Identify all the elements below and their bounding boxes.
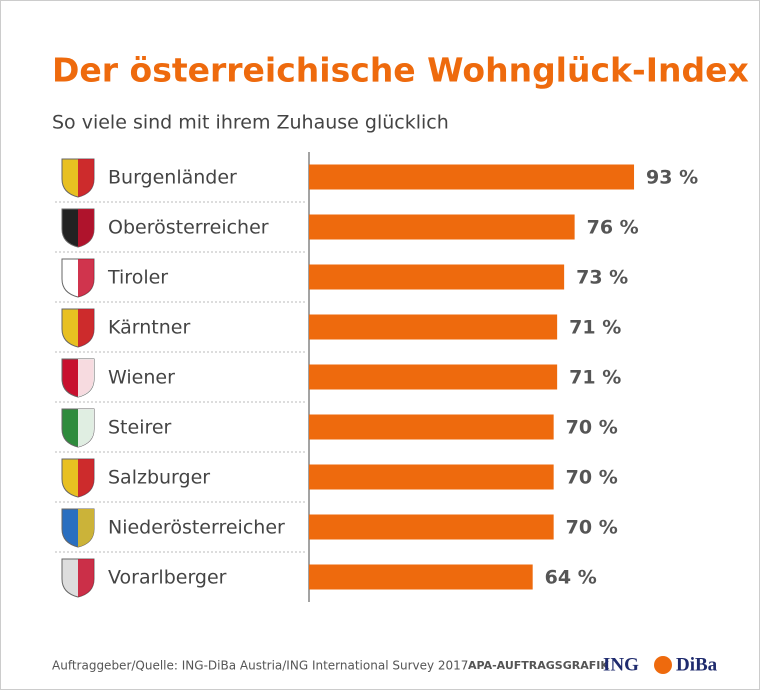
coat-of-arms-detail <box>78 559 94 597</box>
logo-lion <box>654 656 672 674</box>
value-label: 71 % <box>569 317 621 339</box>
category-label: Salzburger <box>108 467 210 489</box>
category-label: Tiroler <box>107 267 168 289</box>
coat-of-arms-detail <box>78 509 94 547</box>
bar <box>309 364 558 390</box>
bar <box>309 414 554 440</box>
logo-right: DiBa <box>676 654 718 675</box>
chart-subtitle: So viele sind mit ihrem Zuhause glücklic… <box>52 112 449 134</box>
value-label: 93 % <box>646 167 698 189</box>
category-label: Kärntner <box>108 317 190 339</box>
value-label: 76 % <box>587 217 639 239</box>
value-label: 64 % <box>545 567 597 589</box>
category-label: Wiener <box>108 367 175 389</box>
bar <box>309 164 635 190</box>
bar <box>309 464 554 490</box>
coat-of-arms-detail <box>78 209 94 247</box>
coat-of-arms-detail <box>78 409 94 447</box>
source: Auftraggeber/Quelle: ING-DiBa Austria/IN… <box>52 659 468 673</box>
bar <box>309 264 565 290</box>
credit: APA-AUFTRAGSGRAFIK <box>468 659 609 672</box>
value-label: 70 % <box>566 517 618 539</box>
category-label: Oberösterreicher <box>108 217 269 239</box>
category-label: Vorarlberger <box>108 567 227 589</box>
bar <box>309 214 575 240</box>
category-label: Steirer <box>108 417 172 439</box>
value-label: 73 % <box>576 267 628 289</box>
bar <box>309 314 558 340</box>
coat-of-arms-detail <box>78 359 94 397</box>
value-label: 70 % <box>566 467 618 489</box>
value-label: 71 % <box>569 367 621 389</box>
bar <box>309 564 533 590</box>
category-label: Burgenländer <box>108 167 237 189</box>
coat-of-arms-detail <box>78 459 94 497</box>
logo-left: ING <box>603 654 639 675</box>
coat-of-arms-detail <box>78 259 94 297</box>
bar <box>309 514 554 540</box>
coat-of-arms-detail <box>78 159 94 197</box>
value-label: 70 % <box>566 417 618 439</box>
coat-of-arms-detail <box>78 309 94 347</box>
category-label: Niederösterreicher <box>108 517 285 539</box>
chart-title: Der österreichische Wohnglück-Index <box>52 51 749 90</box>
